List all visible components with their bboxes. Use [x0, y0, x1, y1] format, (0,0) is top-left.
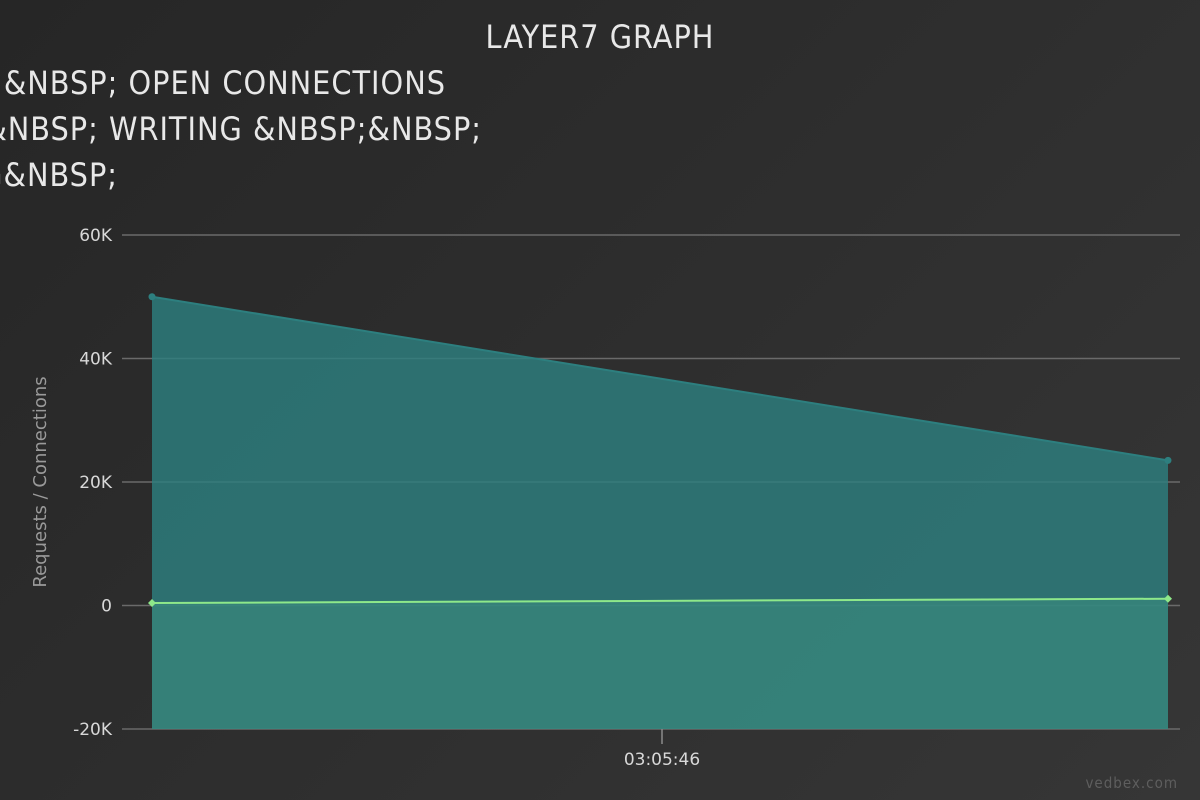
watermark: vedbex.com [1085, 774, 1178, 792]
chart-title: LAYER7 GRAPH [485, 18, 715, 56]
data-point [148, 293, 156, 301]
legend-entry[interactable]: P;&NBSP; OPEN CONNECTIONS [0, 64, 446, 102]
x-tick-label: 03:05:46 [624, 750, 700, 770]
y-tick-label: 40K [79, 350, 113, 370]
y-tick-label: -20K [73, 720, 113, 740]
legend-entry[interactable]: G&NBSP; [0, 156, 118, 194]
series-line [151, 597, 1169, 605]
y-tick-label: 0 [101, 597, 112, 617]
y-axis-title: Requests / Connections [30, 376, 51, 587]
data-point [1164, 594, 1172, 603]
y-tick-label: 20K [79, 473, 113, 493]
legend-entry[interactable]: &NBSP; WRITING &NBSP;&NBSP; [0, 110, 482, 148]
data-point [148, 599, 156, 608]
series-line [151, 295, 1169, 462]
series-area [152, 598, 1168, 729]
data-point [1164, 456, 1172, 464]
y-tick-label: 60K [79, 226, 113, 246]
